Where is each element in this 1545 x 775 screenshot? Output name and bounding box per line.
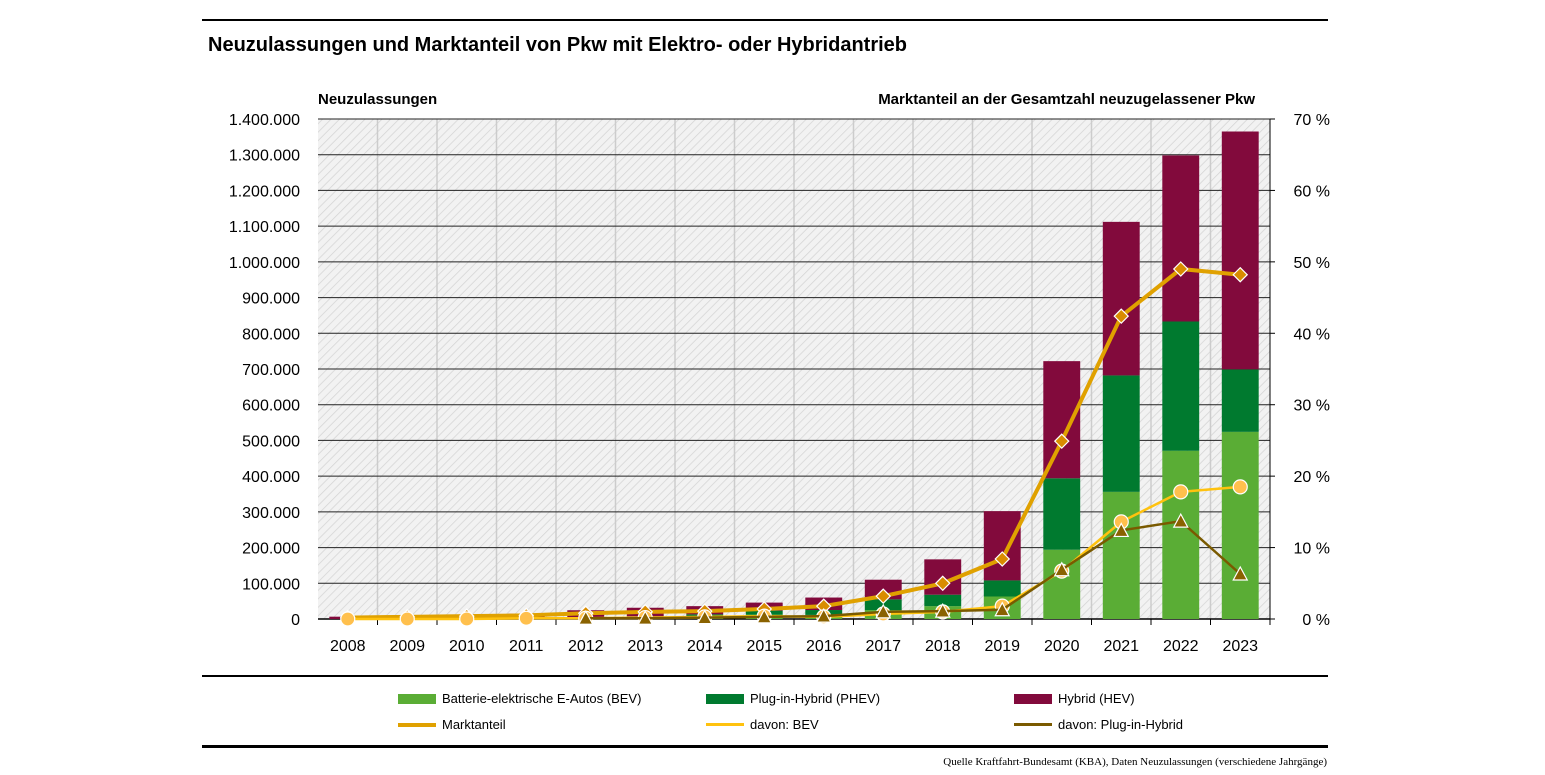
marker-diamond <box>934 575 951 592</box>
y2-tick-label: 30 % <box>1294 398 1330 415</box>
marker-diamond <box>994 551 1011 567</box>
bar-hybrid <box>1162 155 1200 322</box>
x-tick-label: 2008 <box>330 638 366 655</box>
bar-plug-in-hybrid <box>1102 375 1140 492</box>
marker-circle <box>1232 479 1248 495</box>
chart-title: Neuzulassungen und Marktanteil von Pkw m… <box>208 34 908 56</box>
x-tick-label: 2018 <box>925 638 961 655</box>
bar-plug-in-hybrid <box>1162 321 1200 451</box>
x-tick-label: 2014 <box>687 638 723 655</box>
x-tick-label: 2020 <box>1044 638 1080 655</box>
marker-triangle <box>815 607 832 623</box>
y-tick-label: 1.300.000 <box>229 148 300 165</box>
marker-diamond <box>875 588 892 604</box>
bar-hybrid <box>1043 361 1081 479</box>
marker-triangle <box>1113 522 1130 538</box>
x-tick-label: 2017 <box>865 638 901 655</box>
marker-triangle <box>1172 512 1189 528</box>
marker-triangle <box>696 609 713 625</box>
y-tick-label: 400.000 <box>242 469 300 486</box>
y2-axis-label: Marktanteil an der Gesamtzahl neuzugelas… <box>878 91 1255 108</box>
chart-svg: 0 100.000 200.000 300.000 400.000 500.000 600.… <box>229 112 1330 655</box>
x-tick-label: 2009 <box>389 638 425 655</box>
marker-circle <box>340 611 356 627</box>
y2-tick-label: 20 % <box>1294 469 1330 486</box>
marker-triangle <box>994 601 1011 617</box>
y-tick-label: 300.000 <box>242 505 300 522</box>
marker-triangle <box>756 608 773 624</box>
y2-tick-label: 50 % <box>1294 255 1330 272</box>
y2-tick-label: 0 % <box>1302 612 1330 629</box>
bar-hybrid <box>1221 131 1259 370</box>
y-tick-label: 1.100.000 <box>229 219 300 236</box>
marker-diamond <box>1232 266 1249 283</box>
bar-plug-in-hybrid <box>983 580 1021 597</box>
y-tick-label: 800.000 <box>242 326 300 343</box>
bar-hybrid <box>983 511 1021 581</box>
source-note: Quelle Kraftfahrt-Bundesamt (KBA), Daten… <box>943 756 1327 768</box>
marker-circle <box>518 610 534 626</box>
bar-hybrid <box>1102 221 1140 376</box>
x-tick-label: 2016 <box>806 638 842 655</box>
line-series <box>347 266 1241 620</box>
y2-tick-label: 70 % <box>1294 112 1330 129</box>
x-tick-label: 2011 <box>509 638 544 655</box>
legend-hev: Hybrid (HEV) <box>1014 691 1135 706</box>
bar-plug-in-hybrid <box>1221 369 1259 432</box>
bar-plug-in-hybrid <box>1043 478 1081 550</box>
x-tick-label: 2021 <box>1103 638 1139 655</box>
marker-triangle <box>875 603 892 619</box>
x-tick-label: 2023 <box>1222 638 1258 655</box>
marker-triangle <box>577 610 594 625</box>
y-tick-label: 1.400.000 <box>229 112 300 129</box>
y-tick-label: 200.000 <box>242 541 300 558</box>
bar-batterie-elektrische <box>1162 450 1200 619</box>
marker-triangle <box>1053 561 1070 577</box>
legend-davon-bev: davon: BEV <box>706 717 819 732</box>
legend-davon-phev: davon: Plug-in-Hybrid <box>1014 717 1183 732</box>
y2-tick-label: 60 % <box>1294 183 1330 200</box>
legend-marktanteil: Marktanteil <box>398 717 506 732</box>
y-tick-label: 500.000 <box>242 433 300 450</box>
marker-triangle <box>1232 565 1249 581</box>
bottom-rule <box>202 745 1328 748</box>
y-tick-label: 1.200.000 <box>229 183 300 200</box>
marker-circle <box>399 611 415 627</box>
x-tick-label: 2019 <box>984 638 1020 655</box>
y-tick-label: 900.000 <box>242 291 300 308</box>
marker-triangle <box>934 602 951 618</box>
y-axis-label: Neuzulassungen <box>318 91 438 108</box>
x-tick-label: 2022 <box>1163 638 1199 655</box>
x-tick-label: 2010 <box>449 638 485 655</box>
y-tick-label: 1.000.000 <box>229 255 300 272</box>
x-tick-label: 2013 <box>627 638 663 655</box>
mid-rule <box>202 675 1328 677</box>
y-tick-label: 100.000 <box>242 576 300 593</box>
marker-circle <box>1173 484 1189 500</box>
y-tick-label: 700.000 <box>242 362 300 379</box>
top-rule <box>202 19 1328 21</box>
y-tick-label: 0 <box>291 612 300 629</box>
y-tick-label: 600.000 <box>242 398 300 415</box>
y2-tick-label: 40 % <box>1294 326 1330 343</box>
bar-batterie-elektrische <box>1102 491 1140 619</box>
marker-triangle <box>637 610 654 625</box>
y2-tick-label: 10 % <box>1294 541 1330 558</box>
bar-batterie-elektrische <box>1221 431 1259 619</box>
marker-diamond <box>1053 433 1070 449</box>
x-tick-label: 2015 <box>746 638 782 655</box>
line-series <box>585 519 1242 620</box>
bar-plug-in-hybrid <box>924 594 962 607</box>
legend-phev: Plug-in-Hybrid (PHEV) <box>706 691 880 706</box>
marker-diamond <box>1113 308 1130 324</box>
legend-bev: Batterie-elektrische E-Autos (BEV) <box>398 691 641 706</box>
marker-diamond <box>1172 261 1189 277</box>
x-tick-label: 2012 <box>568 638 604 655</box>
marker-circle <box>459 611 475 627</box>
